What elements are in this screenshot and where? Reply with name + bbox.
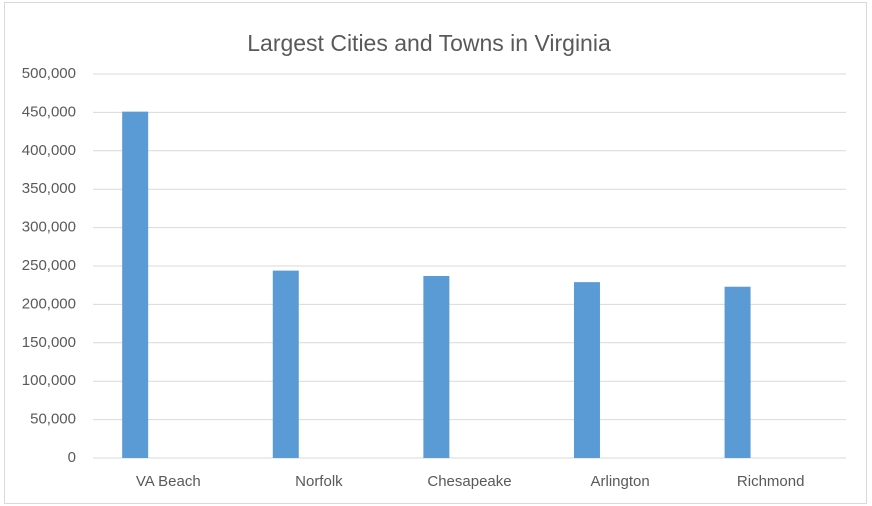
y-tick-label: 500,000 — [22, 65, 76, 82]
y-tick-label: 50,000 — [30, 411, 76, 428]
y-tick-label: 200,000 — [22, 295, 76, 312]
y-tick-label: 250,000 — [22, 257, 76, 274]
bar — [573, 282, 600, 458]
bar — [423, 275, 450, 458]
y-tick-label: 350,000 — [22, 180, 76, 197]
x-tick-label: Chesapeake — [427, 473, 511, 490]
bar — [272, 270, 299, 458]
y-tick-label: 300,000 — [22, 219, 76, 236]
x-tick-label: Richmond — [737, 473, 805, 490]
y-tick-label: 150,000 — [22, 334, 76, 351]
y-tick-label: 450,000 — [22, 103, 76, 120]
x-tick-label: Arlington — [590, 473, 649, 490]
y-tick-label: 0 — [68, 449, 76, 466]
y-tick-label: 100,000 — [22, 372, 76, 389]
x-tick-label: Norfolk — [295, 473, 343, 490]
bar — [122, 111, 149, 458]
y-tick-label: 400,000 — [22, 142, 76, 159]
chart-title: Largest Cities and Towns in Virginia — [247, 30, 611, 56]
bar — [724, 286, 751, 458]
x-tick-label: VA Beach — [136, 473, 201, 490]
